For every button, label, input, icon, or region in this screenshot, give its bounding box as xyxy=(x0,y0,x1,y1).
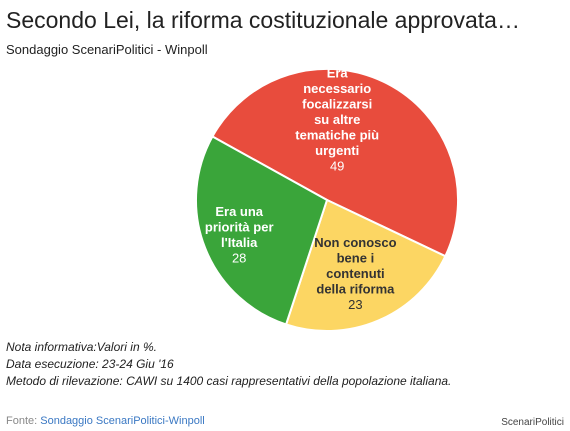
pie-slice-1[interactable] xyxy=(211,67,460,258)
note-values: Nota informativa:Valori in %. xyxy=(6,340,157,354)
pie-slice-2[interactable] xyxy=(284,198,447,332)
chart-title: Secondo Lei, la riforma costituzionale a… xyxy=(6,7,520,33)
pie-slice-label-2: Non conosco bene i contenuti della riforma xyxy=(314,235,396,297)
pie-slice-value-2: 23 xyxy=(348,297,362,312)
source-link[interactable]: Sondaggio ScenariPolitici-Winpoll xyxy=(40,415,205,427)
chart-subtitle: Sondaggio ScenariPolitici - Winpoll xyxy=(6,42,208,57)
pie-labels: Era necessario focalizzarsi su altre tematic… xyxy=(205,66,397,312)
notes-block: Nota informativa:Valori in %. Data esecu… xyxy=(6,339,451,390)
note-method: Metodo di rilevazione: CAWI su 1400 casi… xyxy=(6,374,452,388)
note-date: Data esecuzione: 23-24 Giu '16 xyxy=(6,357,174,371)
pie-slice-value-3: 28 xyxy=(232,250,246,265)
source-prefix: Fonte: xyxy=(6,415,41,427)
pie-slice-label-3: Era una priorità per l'Italia xyxy=(205,204,274,250)
pie-slices xyxy=(195,67,460,332)
pie-slice-label-1: Era necessario focalizzarsi su altre tematic… xyxy=(295,66,379,159)
pie-slice-3[interactable] xyxy=(195,135,329,326)
source-line: Fonte: Sondaggio ScenariPolitici-Winpoll xyxy=(6,414,205,428)
pie-slice-value-1: 49 xyxy=(330,159,344,174)
credit-label: ScenariPolitici xyxy=(501,417,564,428)
